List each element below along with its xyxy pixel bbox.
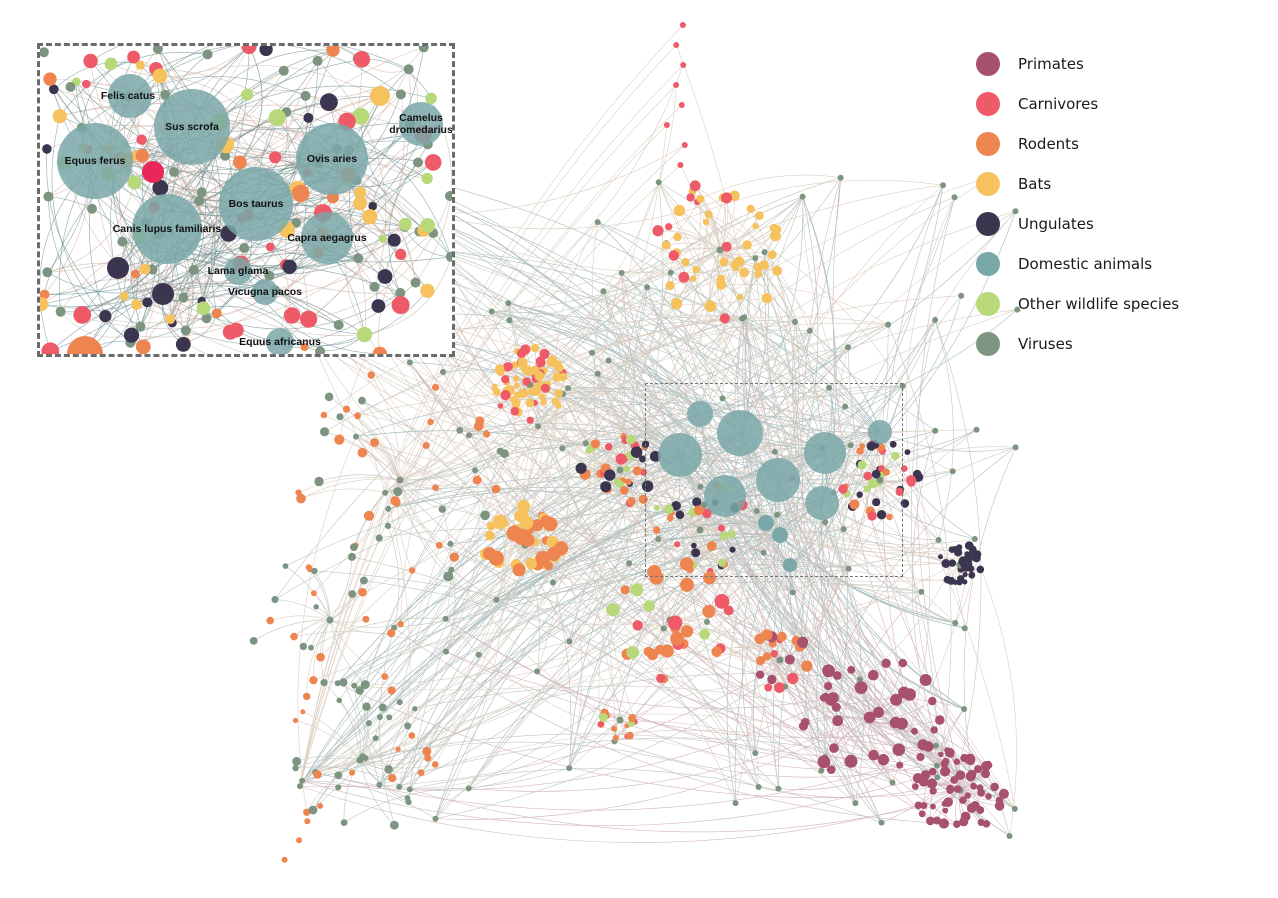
label-bos-taurus: Bos taurus [228,198,284,210]
network-nodes [249,22,1021,863]
other-wildlife-swatch-icon [976,292,1000,316]
label-capra-aegagrus: Capra aegagrus [287,232,367,244]
zoom-inset: Felis catus Sus scrofa Equus ferus Ovis … [37,43,455,357]
label-sus-scrofa: Sus scrofa [165,121,219,133]
legend: Primates Carnivores Rodents Bats Ungulat… [976,44,1216,364]
label-equus-ferus: Equus ferus [64,155,126,167]
carnivores-swatch-icon [976,92,1000,116]
viruses-swatch-icon [976,332,1000,356]
legend-item-viruses: Viruses [976,324,1216,364]
zoom-region-box [645,383,903,577]
bats-swatch-icon [976,172,1000,196]
legend-item-bats: Bats [976,164,1216,204]
legend-item-primates: Primates [976,44,1216,84]
label-vicugna-pacos: Vicugna pacos [228,286,302,298]
domestic-animals-swatch-icon [976,252,1000,276]
legend-item-ungulates: Ungulates [976,204,1216,244]
legend-item-rodents: Rodents [976,124,1216,164]
inset-network [40,46,452,354]
primates-swatch-icon [976,52,1000,76]
label-canis-lupus-familiaris: Canis lupus familiaris [112,223,222,235]
legend-item-domestic-animals: Domestic animals [976,244,1216,284]
label-equus-africanus: Equus africanus [239,336,321,348]
label-camelus-dromedarius: Camelus dromedarius [389,112,453,136]
rodents-swatch-icon [976,132,1000,156]
label-felis-catus: Felis catus [100,90,156,102]
ungulates-swatch-icon [976,212,1000,236]
legend-item-carnivores: Carnivores [976,84,1216,124]
legend-item-other-wildlife: Other wildlife species [976,284,1216,324]
label-lama-glama: Lama glama [207,265,269,277]
label-ovis-aries: Ovis aries [306,153,358,165]
